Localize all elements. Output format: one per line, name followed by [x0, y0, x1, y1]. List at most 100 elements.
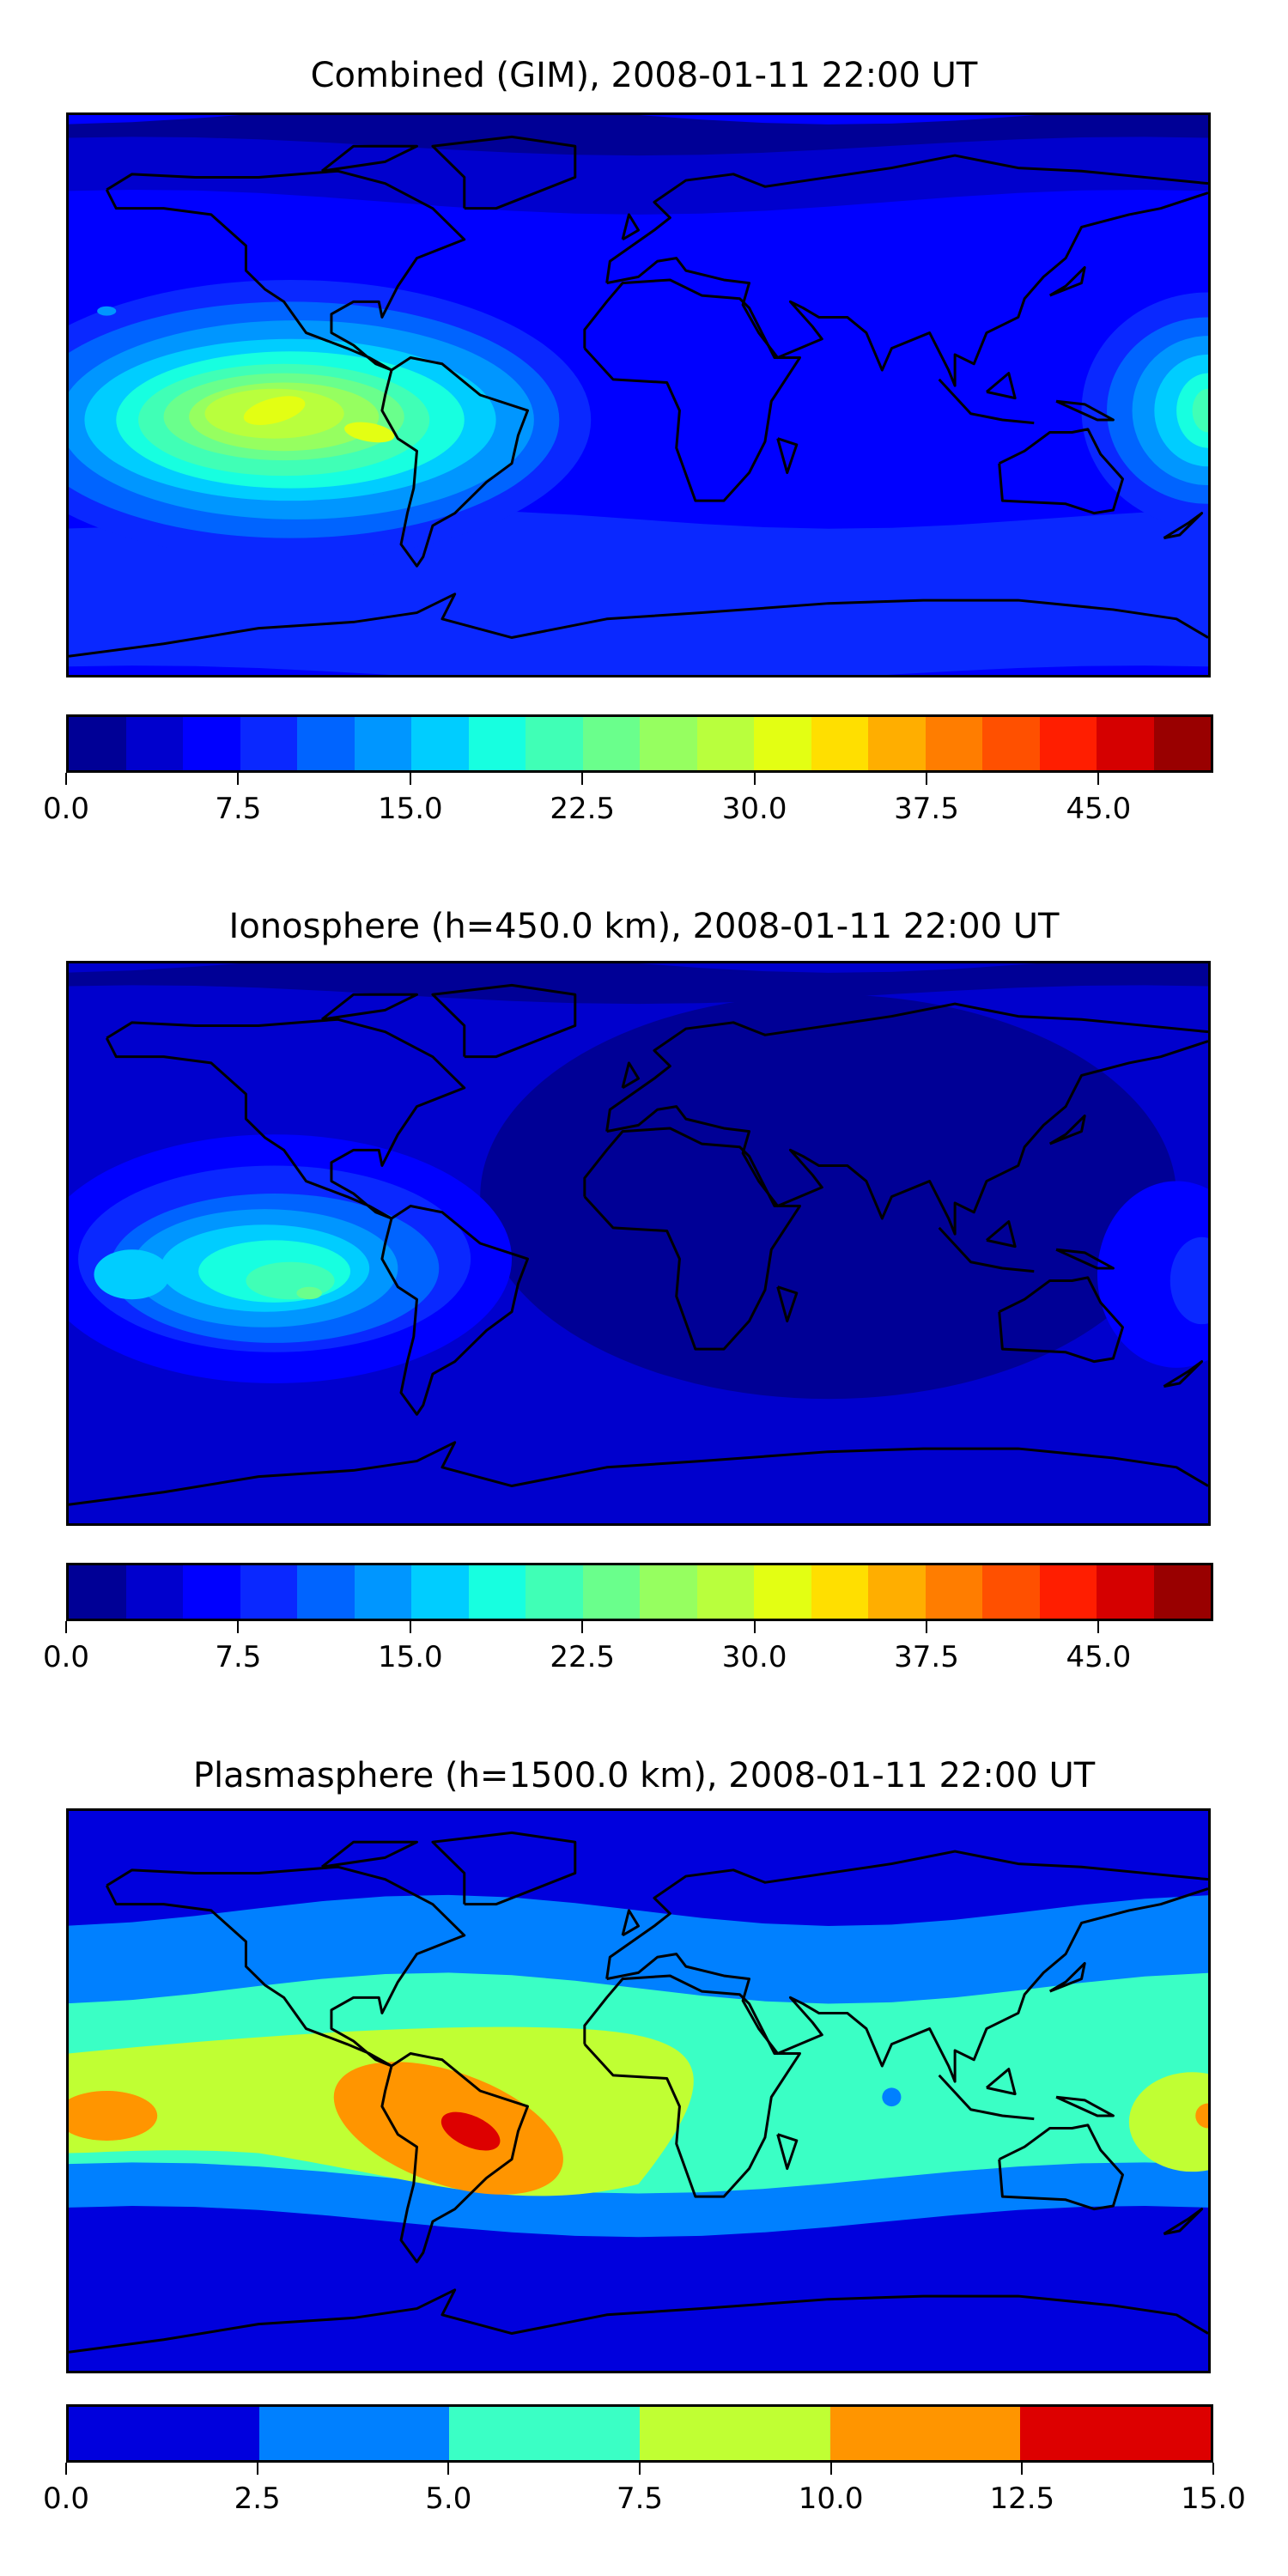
colorbar-tick	[237, 1621, 240, 1633]
coastline	[778, 439, 797, 473]
coastline	[1050, 267, 1085, 295]
coastline	[939, 2075, 1035, 2119]
coastline	[382, 2054, 528, 2263]
contour-region	[1195, 2103, 1208, 2129]
colorbar-tick	[1212, 2463, 1214, 2475]
coastline	[1056, 2097, 1113, 2116]
coastline	[322, 146, 417, 171]
coastline	[987, 1222, 1015, 1247]
colorbar-bin	[811, 1565, 868, 1619]
colorbar-bin	[582, 1565, 640, 1619]
colorbar1-ticks: 0.0 7.5 15.0 22.5 30.0 37.5 45.0	[43, 773, 1213, 833]
coastline	[69, 1443, 1208, 1504]
contour-region	[1128, 2072, 1208, 2172]
contour-region	[94, 1249, 170, 1300]
coastline	[623, 215, 638, 240]
colorbar-bin	[754, 717, 811, 770]
colorbar-tick	[409, 773, 411, 785]
colorbar3-ticks: 0.0 2.5 5.0 7.5 10.0 12.5 15.0	[43, 2463, 1246, 2523]
map2-title: Ionosphere (h=450.0 km), 2008-01-11 22:0…	[228, 907, 1060, 946]
colorbar-tick	[65, 773, 67, 785]
colorbar1	[66, 714, 1213, 773]
coastline	[607, 1042, 1208, 1235]
colorbar-tick	[447, 2463, 450, 2475]
coastline	[939, 1228, 1035, 1272]
coastline	[585, 1128, 800, 1349]
colorbar-tick	[581, 1621, 584, 1633]
coastline	[778, 2135, 797, 2169]
colorbar-bin	[449, 2407, 641, 2460]
colorbar-bin	[1097, 1565, 1154, 1619]
colorbar-bin	[640, 717, 697, 770]
colorbar-bin	[297, 1565, 355, 1619]
coastline	[607, 1851, 1208, 1979]
colorbar-bin	[183, 717, 240, 770]
colorbar-tick-label: 15.0	[377, 1640, 443, 1674]
colorbar-bin	[640, 1565, 697, 1619]
contour-region	[344, 422, 395, 443]
colorbar-tick	[639, 2463, 641, 2475]
coastline	[322, 994, 417, 1019]
colorbar-bin	[1153, 1565, 1211, 1619]
map2-ionosphere	[66, 961, 1211, 1526]
colorbar-tick-label: 10.0	[798, 2482, 864, 2516]
colorbar-bin	[125, 717, 183, 770]
colorbar-tick-label: 30.0	[721, 792, 787, 826]
colorbar-bin	[640, 2407, 830, 2460]
colorbar-bin	[354, 717, 411, 770]
colorbar-bin	[868, 717, 926, 770]
colorbar-tick-label: 15.0	[1181, 2482, 1246, 2516]
coastline	[585, 1976, 800, 2196]
contour-region	[1097, 1181, 1208, 1368]
colorbar-tick-label: 37.5	[894, 1640, 959, 1674]
colorbar-tick-label: 15.0	[377, 792, 443, 826]
colorbar-tick	[753, 1621, 756, 1633]
colorbar-tick-label: 45.0	[1066, 1640, 1132, 1674]
coastline	[1056, 1249, 1113, 1268]
colorbar-tick-label: 12.5	[989, 2482, 1055, 2516]
colorbar-bin	[696, 717, 754, 770]
map3-plasmasphere	[66, 1808, 1211, 2373]
colorbar-bin	[69, 1565, 126, 1619]
coastline	[987, 374, 1015, 398]
coastline	[1050, 1115, 1085, 1144]
colorbar-bin	[69, 717, 126, 770]
coastline	[1056, 401, 1113, 420]
contour-band	[69, 115, 1208, 156]
colorbar-bin	[468, 1565, 526, 1619]
coastline	[69, 2290, 1208, 2352]
map1-combined	[66, 112, 1211, 677]
colorbar-tick	[926, 1621, 927, 1633]
coastline	[433, 137, 575, 208]
colorbar-bin	[1039, 717, 1097, 770]
colorbar-tick-label: 7.5	[215, 1640, 262, 1674]
colorbar-tick	[65, 2463, 67, 2475]
contour-region	[1170, 1236, 1208, 1325]
colorbar-tick-label: 30.0	[721, 1640, 787, 1674]
coastline	[607, 1004, 1208, 1132]
colorbar-bin	[1020, 2407, 1212, 2460]
colorbar-bin	[982, 717, 1040, 770]
contour-band	[69, 963, 1208, 1005]
coastline	[382, 1206, 528, 1415]
colorbar-bin	[526, 1565, 583, 1619]
colorbar-bin	[468, 717, 526, 770]
colorbar-tick	[829, 2463, 832, 2475]
coastline	[1163, 1362, 1201, 1387]
colorbar-tick	[65, 1621, 67, 1633]
colorbar-bin	[582, 717, 640, 770]
colorbar-tick	[1097, 1621, 1100, 1633]
coastline	[999, 2125, 1123, 2209]
coastline	[607, 1889, 1208, 2082]
coastline	[106, 1867, 465, 2066]
coastline	[778, 1287, 797, 1321]
colorbar-tick	[1021, 2463, 1024, 2475]
colorbar-bin	[1097, 717, 1154, 770]
coastline	[607, 193, 1208, 386]
contour-region	[243, 396, 306, 425]
map3-title: Plasmasphere (h=1500.0 km), 2008-01-11 2…	[192, 1756, 1096, 1795]
colorbar-bin	[258, 2407, 450, 2460]
colorbar-tick-label: 45.0	[1066, 792, 1132, 826]
colorbar-bin	[868, 1565, 926, 1619]
coastline	[939, 380, 1035, 423]
